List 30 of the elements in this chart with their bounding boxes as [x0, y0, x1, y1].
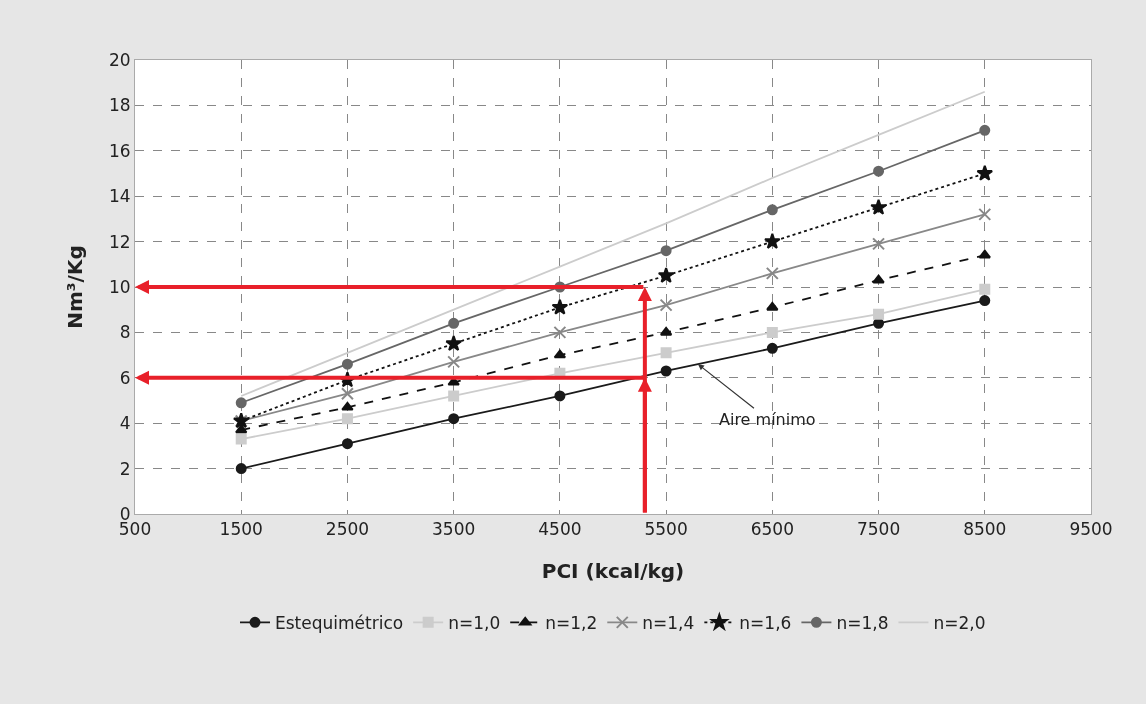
legend-label: n=1,6 [739, 612, 792, 633]
x-tick-label: 5500 [644, 519, 688, 540]
y-tick-label: 12 [108, 231, 131, 252]
x-tick-label: 2500 [325, 519, 370, 540]
y-tick-label: 10 [108, 276, 131, 297]
x-tick-label: 9500 [1069, 519, 1113, 540]
x-axis-title: PCI (kcal/kg) [541, 558, 685, 583]
y-tick-label: 8 [119, 322, 131, 343]
x-tick-label: 6500 [750, 519, 794, 540]
x-tick-label: 7500 [856, 519, 901, 540]
annotation: Aire mínimo [719, 410, 816, 429]
y-tick-label: 6 [119, 367, 131, 388]
legend-label: n=1,0 [448, 612, 501, 633]
legend-label: Estequimétrico [275, 612, 404, 633]
y-tick-label: 16 [108, 140, 131, 161]
y-tick-label: 2 [119, 458, 131, 479]
x-tick-label: 500 [118, 519, 152, 540]
legend-label: n=1,2 [545, 612, 598, 633]
y-tick-label: 18 [108, 95, 131, 116]
x-tick-label: 8500 [963, 519, 1007, 540]
x-tick-label: 1500 [219, 519, 263, 540]
x-tick-label: 4500 [538, 519, 582, 540]
y-axis-title: Nm³/Kg [63, 245, 88, 329]
y-tick-label: 4 [119, 413, 131, 434]
legend-label: n=1,8 [836, 612, 889, 633]
legend-label: n=2,0 [933, 612, 986, 633]
x-tick-label: 3500 [432, 519, 476, 540]
legend-label: n=1,4 [642, 612, 695, 633]
y-tick-label: 14 [108, 186, 131, 207]
y-tick-label: 20 [108, 49, 131, 70]
